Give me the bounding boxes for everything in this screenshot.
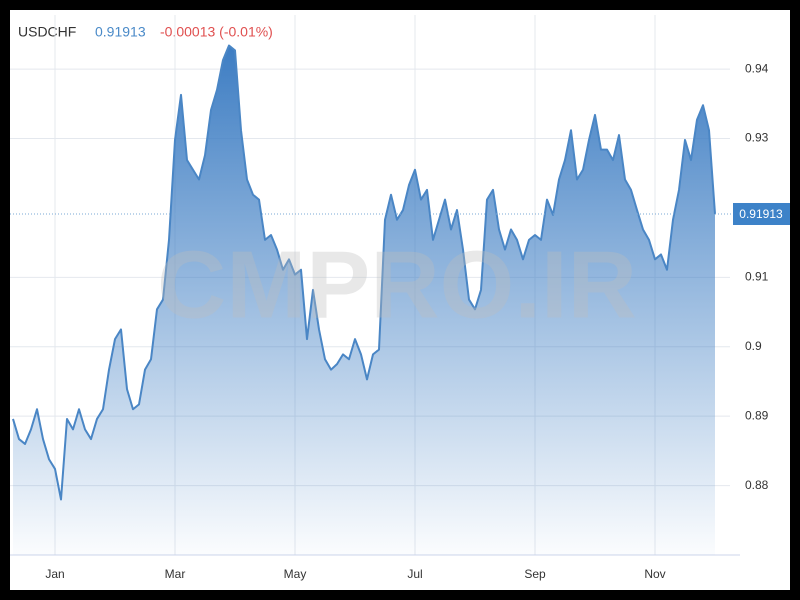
watermark: CMPRO.IR <box>157 231 637 338</box>
chart-title: USDCHF <box>18 24 76 40</box>
x-tick-label: Jan <box>45 567 64 581</box>
y-tick-label: 0.91 <box>745 270 769 284</box>
price-line <box>12 44 716 501</box>
x-tick-label: Jul <box>407 567 422 581</box>
area-fill <box>13 45 715 555</box>
y-tick-label: 0.88 <box>745 478 769 492</box>
x-tick-label: May <box>284 567 307 581</box>
x-tick-label: Sep <box>524 567 546 581</box>
plot: CMPRO.IR <box>10 44 735 555</box>
labels: 0.88 0.89 0.9 0.91 0.93 0.94 Jan Mar May Jul Sep No… <box>45 61 790 581</box>
last-price-box <box>733 202 790 225</box>
x-tick-label: Mar <box>165 567 186 581</box>
x-tick-label: Nov <box>644 567 665 581</box>
y-tick-label: 0.94 <box>745 61 769 75</box>
last-price: 0.91913 <box>95 24 146 40</box>
y-tick-label: 0.93 <box>745 131 769 145</box>
last-price-label: 0.91913 <box>739 207 783 221</box>
y-tick-label: 0.9 <box>745 339 762 353</box>
y-tick-label: 0.89 <box>745 408 769 422</box>
price-change: -0.00013 (-0.01%) <box>160 24 273 40</box>
